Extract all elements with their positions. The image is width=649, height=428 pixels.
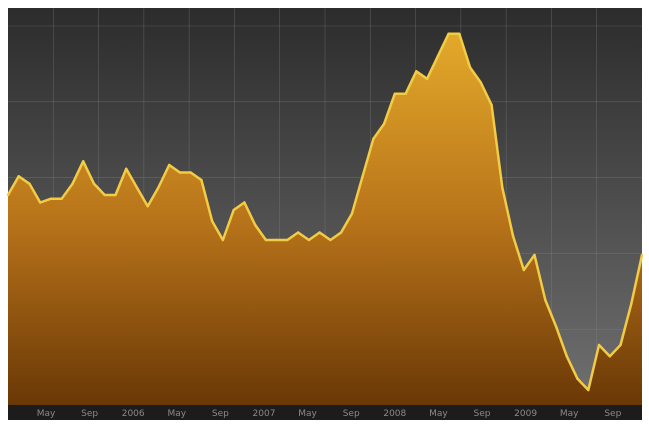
data-point — [458, 32, 461, 35]
data-point — [221, 238, 225, 242]
x-tick-label: May — [167, 409, 186, 419]
x-tick-label: May — [560, 409, 579, 419]
data-point — [436, 55, 439, 58]
data-point — [17, 175, 20, 178]
data-point — [168, 163, 171, 167]
data-point — [264, 238, 268, 242]
x-tick-label: Sep — [474, 409, 491, 419]
data-point — [425, 77, 429, 81]
data-point — [114, 193, 117, 197]
data-point — [189, 171, 192, 174]
data-point — [200, 178, 203, 182]
series-area — [8, 33, 642, 406]
data-point — [296, 231, 300, 234]
data-point — [372, 137, 375, 140]
x-tick-label: Sep — [212, 409, 229, 419]
data-point — [339, 231, 343, 234]
x-tick-label: Sep — [81, 409, 98, 419]
data-point — [544, 298, 547, 302]
data-point — [275, 238, 278, 242]
data-point — [490, 103, 493, 107]
data-point — [597, 343, 601, 347]
x-tick-label: May — [298, 409, 317, 419]
data-point — [49, 197, 53, 200]
data-point — [554, 325, 558, 328]
data-point — [254, 223, 257, 227]
data-point — [157, 186, 160, 189]
x-tick-label: May — [37, 409, 56, 419]
data-point — [103, 193, 106, 197]
data-point — [404, 92, 407, 96]
data-point — [6, 193, 10, 197]
data-point — [60, 197, 63, 200]
data-point — [479, 81, 482, 84]
data-point — [243, 201, 246, 204]
x-tick-label: 2006 — [122, 409, 145, 419]
data-point — [135, 186, 139, 189]
x-tick-label: 2008 — [383, 409, 406, 419]
data-point — [211, 220, 214, 223]
data-point — [533, 253, 536, 257]
data-point — [125, 167, 128, 170]
data-point — [640, 253, 644, 257]
data-point — [501, 186, 504, 189]
data-point — [318, 231, 321, 234]
data-point — [565, 355, 568, 358]
data-point — [382, 122, 386, 126]
data-point — [178, 171, 182, 174]
data-point — [71, 182, 74, 185]
data-point — [468, 66, 472, 69]
series-points — [6, 32, 644, 392]
data-point — [92, 182, 96, 185]
data-point — [608, 355, 611, 358]
data-point — [329, 238, 332, 242]
data-point — [350, 212, 354, 215]
data-point — [576, 377, 579, 380]
data-point — [361, 175, 364, 178]
data-point — [393, 92, 396, 96]
x-tick-label: May — [429, 409, 448, 419]
series-line — [6, 32, 644, 392]
x-tick-label: 2009 — [514, 409, 537, 419]
data-point — [286, 238, 289, 242]
data-point — [587, 388, 590, 392]
x-axis-band — [8, 405, 642, 420]
x-tick-label: Sep — [343, 409, 360, 419]
data-point — [447, 32, 450, 35]
data-point — [619, 343, 622, 347]
data-point — [28, 182, 31, 185]
data-point — [630, 302, 633, 305]
data-point — [146, 205, 149, 208]
data-point — [522, 268, 525, 272]
data-point — [232, 208, 235, 212]
data-point — [307, 238, 311, 242]
data-point — [82, 160, 85, 163]
data-point — [39, 201, 42, 204]
x-tick-label: Sep — [604, 409, 621, 419]
data-point — [511, 235, 515, 238]
x-tick-label: 2007 — [253, 409, 276, 419]
data-point — [415, 70, 418, 73]
x-axis-ticks: May Sep 2006 May Sep 2007 May Sep 2008 May Sep 2009… — [37, 409, 622, 419]
